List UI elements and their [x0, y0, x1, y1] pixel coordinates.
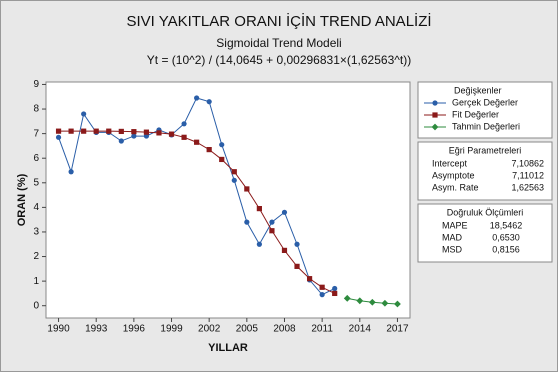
data-point: [231, 169, 237, 175]
legend-label: Fit Değerler: [452, 109, 499, 119]
data-point: [194, 139, 200, 145]
stat-value: 7,11012: [512, 170, 544, 180]
y-tick-label: 2: [33, 251, 39, 262]
data-point: [356, 297, 364, 305]
stat-value: 1,62563: [511, 182, 544, 192]
data-point: [319, 292, 325, 298]
data-point: [381, 299, 389, 307]
y-tick-label: 8: [33, 104, 39, 115]
x-tick-label: 2014: [349, 324, 372, 335]
y-tick-label: 9: [33, 79, 39, 90]
y-tick-label: 4: [33, 202, 39, 213]
stat-value: 0,6530: [492, 232, 520, 242]
data-point: [219, 142, 225, 148]
x-tick-label: 2011: [311, 324, 333, 335]
parameters-box: [417, 141, 553, 201]
data-point: [55, 128, 62, 134]
data-point: [244, 186, 250, 192]
data-point: [181, 134, 187, 140]
data-point: [194, 95, 200, 101]
data-point: [206, 147, 212, 153]
stat-label: Asymptote: [432, 170, 475, 180]
x-tick-label: 1990: [47, 324, 70, 335]
data-point: [168, 131, 175, 137]
data-point: [81, 128, 87, 134]
x-axis-label: YILLAR: [208, 342, 248, 354]
plot-area: [45, 81, 411, 319]
data-point: [244, 219, 250, 225]
y-tick-label: 6: [33, 153, 39, 164]
data-point: [206, 99, 212, 105]
data-point: [131, 129, 137, 135]
data-point: [368, 298, 376, 306]
stat-value: 0,8156: [492, 244, 520, 254]
data-point: [118, 128, 124, 135]
data-point: [256, 206, 262, 212]
legend-marker: [432, 100, 438, 106]
data-point: [269, 228, 275, 234]
y-tick-label: 5: [33, 177, 39, 188]
x-tick-label: 2002: [198, 324, 221, 335]
legend-label: Tahmin Değerleri: [452, 121, 520, 131]
x-tick-label: 2017: [386, 324, 409, 335]
y-tick-label: 7: [33, 128, 39, 139]
stat-label: MSD: [442, 244, 463, 254]
x-tick-label: 1999: [160, 324, 183, 335]
stat-label: Intercept: [432, 158, 468, 168]
data-point: [343, 294, 351, 302]
x-tick-label: 2005: [236, 324, 259, 335]
data-point: [118, 138, 124, 144]
x-tick-label: 1996: [123, 324, 146, 335]
stat-value: 18,5462: [490, 220, 523, 230]
data-point: [294, 241, 300, 247]
accuracy-box: [417, 203, 553, 263]
data-point: [143, 129, 150, 135]
data-point: [332, 290, 338, 297]
data-point: [319, 284, 325, 290]
data-point: [394, 300, 401, 308]
data-point: [181, 121, 187, 127]
data-point: [55, 134, 62, 140]
data-point: [231, 177, 237, 183]
data-point: [156, 130, 162, 136]
data-point: [106, 128, 112, 134]
y-tick-label: 1: [33, 276, 39, 287]
data-point: [68, 128, 74, 134]
stat-label: MAD: [442, 232, 463, 242]
accuracy-title: Doğruluk Ölçümleri: [447, 207, 524, 217]
data-point: [256, 241, 262, 247]
data-point: [93, 128, 99, 134]
data-point: [81, 111, 87, 117]
data-point: [281, 209, 288, 215]
x-tick-label: 1993: [85, 324, 108, 335]
x-tick-label: 2008: [273, 324, 296, 335]
data-point: [281, 247, 288, 253]
data-point: [269, 219, 275, 225]
data-point: [332, 285, 338, 292]
legend-box: [417, 81, 553, 139]
data-point: [131, 133, 137, 139]
legend-label: Gerçek Değerler: [452, 97, 518, 107]
y-tick-label: 3: [33, 227, 39, 238]
legend-marker: [432, 112, 438, 118]
data-point: [68, 169, 74, 175]
chart-subtitle: Sigmoidal Trend Modeli: [216, 36, 341, 50]
y-tick-label: 0: [33, 300, 39, 311]
y-axis-label: ORAN (%): [16, 173, 28, 226]
stat-label: Asym. Rate: [432, 182, 479, 192]
chart-title: SIVI YAKITLAR ORANI İÇİN TREND ANALİZİ: [126, 12, 431, 30]
parameters-title: Eğri Parametreleri: [449, 145, 522, 155]
data-point: [294, 263, 300, 269]
stat-value: 7,10862: [511, 158, 544, 168]
formula: Yt = (10^2) / (14,0645 + 0,00296831×(1,6…: [147, 53, 411, 67]
data-point: [143, 133, 150, 139]
data-point: [219, 156, 225, 163]
data-point: [306, 276, 313, 282]
legend-title: Değişkenler: [454, 85, 502, 95]
legend-marker: [431, 123, 439, 131]
stat-label: MAPE: [442, 220, 468, 230]
